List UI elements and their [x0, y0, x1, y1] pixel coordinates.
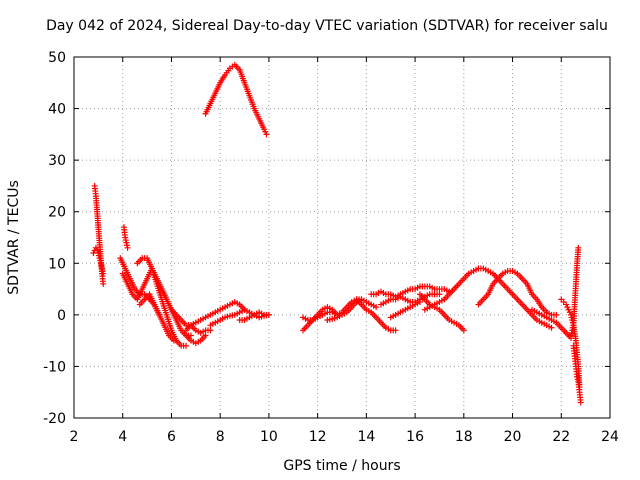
x-tick-label: 8 — [216, 429, 225, 445]
data-point — [265, 311, 272, 318]
data-point — [460, 327, 467, 334]
data-point — [170, 337, 177, 344]
x-tick-label: 2 — [70, 429, 79, 445]
series-arc-18 — [421, 286, 458, 313]
data-point — [416, 298, 423, 305]
series-arc-early-b — [90, 244, 107, 277]
series-arc-20 — [475, 268, 560, 318]
series-arc-5 — [136, 291, 177, 344]
series-arc-13 — [353, 296, 399, 334]
x-tick-label: 12 — [309, 429, 327, 445]
data-point — [392, 327, 399, 334]
y-tick-labels: -20 -10 0 10 20 30 40 50 — [43, 50, 66, 427]
y-tick-label: 40 — [48, 102, 66, 118]
series-arc-9 — [236, 309, 272, 324]
grid — [74, 57, 610, 418]
x-tick-label: 6 — [167, 429, 176, 445]
data-point — [553, 311, 560, 318]
data-point — [436, 291, 443, 298]
series-arc-7 — [183, 332, 209, 347]
data-points — [90, 61, 584, 406]
data-point — [575, 244, 582, 251]
y-axis-label: SDTVAR / TECUs — [6, 180, 22, 295]
data-point — [124, 244, 131, 251]
series-arc-19 — [451, 265, 555, 331]
y-tick-label: 30 — [48, 153, 66, 169]
series-arc-6 — [183, 298, 248, 334]
series-arc-23 — [568, 244, 582, 339]
y-tick-label: 50 — [48, 50, 66, 66]
x-tick-label: 18 — [455, 429, 473, 445]
x-tick-label: 20 — [504, 429, 522, 445]
y-tick-label: 0 — [57, 308, 66, 324]
x-tick-labels: 2 4 6 8 10 12 14 16 18 20 22 24 — [70, 429, 619, 445]
y-tick-label: -10 — [43, 359, 66, 375]
x-tick-label: 14 — [357, 429, 375, 445]
data-point — [577, 399, 584, 406]
data-point — [263, 131, 270, 138]
y-tick-label: -20 — [43, 411, 66, 427]
x-tick-label: 24 — [601, 429, 619, 445]
data-point — [100, 280, 107, 287]
data-point — [207, 327, 214, 334]
series-arc-16 — [387, 298, 423, 321]
x-tick-label: 4 — [118, 429, 127, 445]
x-axis-label: GPS time / hours — [283, 458, 400, 474]
x-tick-label: 22 — [552, 429, 570, 445]
series-arc-early-c — [120, 224, 131, 251]
data-point — [183, 342, 190, 349]
plot-frame — [73, 56, 611, 419]
data-point — [202, 332, 209, 339]
series-arc-14 — [368, 283, 453, 300]
axis-ticks — [73, 56, 611, 419]
data-point — [548, 324, 555, 331]
series-arc-peak — [202, 61, 270, 138]
data-point — [100, 270, 107, 277]
data-point — [373, 304, 380, 311]
chart-title: Day 042 of 2024, Sidereal Day-to-day VTE… — [46, 18, 608, 34]
series-arc-24 — [570, 342, 584, 406]
x-tick-label: 10 — [260, 429, 278, 445]
y-tick-label: 10 — [48, 256, 66, 272]
y-tick-label: 20 — [48, 205, 66, 221]
x-tick-label: 16 — [406, 429, 424, 445]
series-arc-11 — [300, 309, 341, 324]
series-arc-22 — [558, 296, 583, 391]
